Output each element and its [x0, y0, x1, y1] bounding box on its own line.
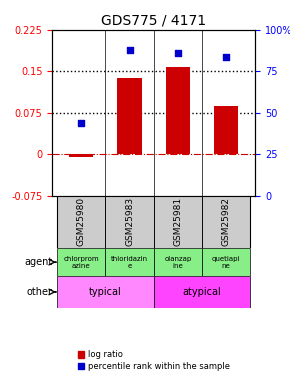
Text: chlorprom
azine: chlorprom azine — [64, 256, 99, 268]
FancyBboxPatch shape — [154, 276, 250, 308]
FancyBboxPatch shape — [57, 248, 105, 276]
Point — [224, 54, 229, 60]
Text: GSM25983: GSM25983 — [125, 197, 134, 246]
Text: olanzap
ine: olanzap ine — [164, 256, 191, 268]
Point — [127, 47, 132, 53]
FancyBboxPatch shape — [202, 248, 250, 276]
Legend: log ratio, percentile rank within the sample: log ratio, percentile rank within the sa… — [78, 350, 230, 371]
Bar — [69, 154, 93, 157]
Text: agent: agent — [24, 257, 52, 267]
FancyBboxPatch shape — [57, 276, 154, 308]
Text: GSM25980: GSM25980 — [77, 197, 86, 246]
FancyBboxPatch shape — [154, 196, 202, 248]
Title: GDS775 / 4171: GDS775 / 4171 — [101, 13, 206, 27]
Point — [79, 120, 84, 126]
FancyBboxPatch shape — [105, 196, 154, 248]
Point — [175, 50, 180, 56]
FancyBboxPatch shape — [57, 196, 105, 248]
Text: atypical: atypical — [183, 287, 221, 297]
Text: GSM25982: GSM25982 — [222, 197, 231, 246]
Text: GSM25981: GSM25981 — [173, 197, 182, 246]
Text: quetiapi
ne: quetiapi ne — [212, 256, 240, 268]
Bar — [117, 78, 142, 154]
Text: thioridazin
e: thioridazin e — [111, 256, 148, 268]
Bar — [214, 106, 238, 154]
FancyBboxPatch shape — [154, 248, 202, 276]
Text: other: other — [26, 287, 52, 297]
Bar — [166, 67, 190, 154]
Text: typical: typical — [89, 287, 122, 297]
FancyBboxPatch shape — [105, 248, 154, 276]
FancyBboxPatch shape — [202, 196, 250, 248]
